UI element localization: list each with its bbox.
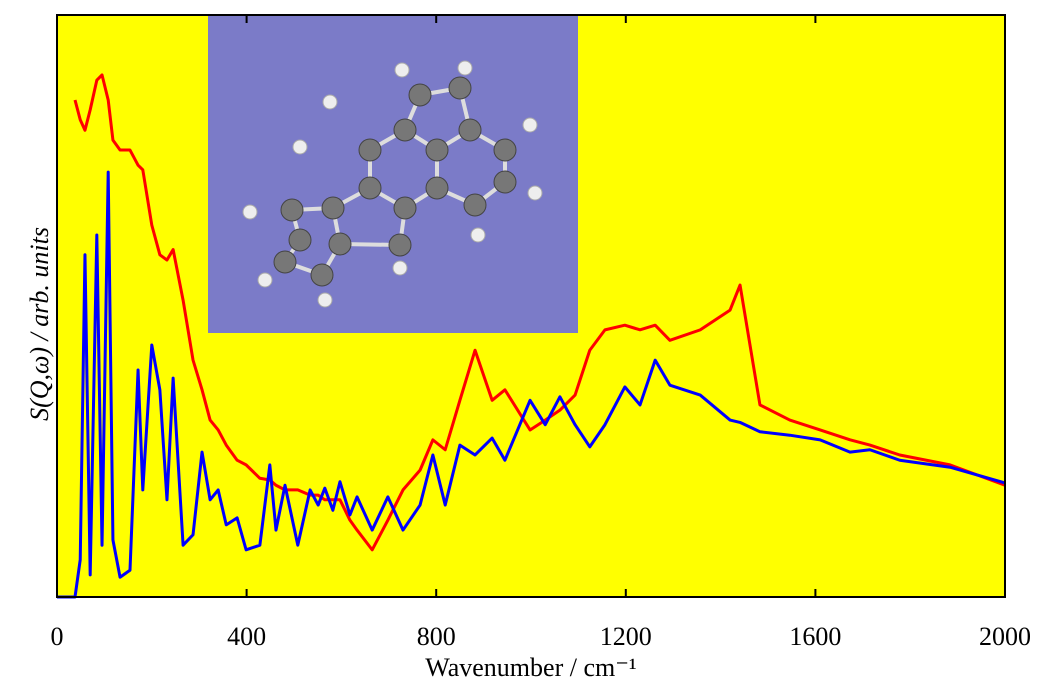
chart: S(Q,ω) / arb. units Wavenumber / cm⁻¹ 0 4… (0, 0, 1039, 690)
carbon (359, 139, 381, 161)
carbon (394, 197, 416, 219)
hydrogen (393, 261, 407, 275)
carbon (464, 194, 486, 216)
x-axis-label: Wavenumber / cm⁻¹ (425, 653, 636, 682)
carbon (329, 233, 351, 255)
hydrogen (323, 95, 337, 109)
carbon (359, 177, 381, 199)
hydrogen (318, 293, 332, 307)
carbon (494, 139, 516, 161)
carbon (281, 199, 303, 221)
carbon (311, 264, 333, 286)
hydrogen (258, 273, 272, 287)
carbon (274, 251, 296, 273)
carbon (426, 177, 448, 199)
hydrogen (293, 140, 307, 154)
hydrogen (523, 118, 537, 132)
x-tick-label: 400 (227, 622, 266, 651)
hydrogen (458, 61, 472, 75)
carbon (289, 229, 311, 251)
x-tick-label: 1200 (600, 622, 652, 651)
x-tick-label: 0 (51, 622, 64, 651)
carbon (322, 197, 344, 219)
carbon (459, 119, 481, 141)
molecule-inset (208, 15, 578, 333)
y-axis-label: S(Q,ω) / arb. units (25, 227, 54, 421)
carbon (494, 171, 516, 193)
carbon (426, 139, 448, 161)
hydrogen (395, 63, 409, 77)
carbon (449, 77, 471, 99)
hydrogen (471, 228, 485, 242)
carbon (394, 119, 416, 141)
carbon (389, 234, 411, 256)
x-tick-label: 800 (417, 622, 456, 651)
x-tick-label: 2000 (979, 622, 1031, 651)
hydrogen (243, 205, 257, 219)
hydrogen (528, 186, 542, 200)
carbon (409, 84, 431, 106)
x-tick-label: 1600 (789, 622, 841, 651)
